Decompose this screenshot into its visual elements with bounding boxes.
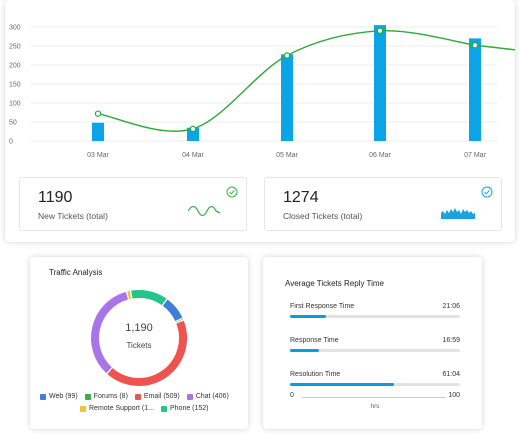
legend-item-remote-support[interactable]: Remote Support (1... [80, 405, 154, 412]
metric-fill [290, 315, 326, 318]
legend-item-email[interactable]: Email (509) [134, 393, 180, 400]
legend-swatch [40, 393, 46, 400]
ticket-trend-chart: 0 50 100 150 200 250 300 03 Mar 04 Mar 05 Mar 06 M… [9, 25, 515, 159]
y-tick-label: 300 [9, 25, 21, 32]
metric-label: Resolution Time [290, 371, 341, 378]
traffic-donut-chart [91, 290, 187, 386]
legend-label: Forums (8) [93, 393, 128, 400]
y-tick-label: 50 [9, 120, 17, 127]
check-circle-icon [481, 186, 493, 198]
donut-total-label: Tickets [126, 341, 152, 350]
legend-item-phone[interactable]: Phone (152) [160, 405, 209, 412]
donut-slice-web[interactable] [162, 299, 183, 322]
legend-label: Chat (406) [195, 393, 229, 400]
traffic-analysis-title: Traffic Analysis [49, 268, 103, 277]
scale-max: 100 [448, 392, 460, 399]
legend-item-chat[interactable]: Chat (406) [186, 393, 229, 400]
y-tick-label: 0 [9, 139, 13, 146]
donut-slice-phone[interactable] [131, 290, 167, 306]
trend-point[interactable] [189, 125, 197, 133]
legend-label: Web (99) [49, 393, 78, 400]
metric-value: 16:59 [442, 337, 460, 344]
scale-unit: hrs [370, 403, 380, 410]
legend-swatch [186, 393, 193, 400]
traffic-analysis-card: Traffic Analysis 1,190 Tickets Web (99) … [30, 257, 248, 429]
closed-tickets-sparkline [441, 208, 475, 219]
trend-point[interactable] [471, 42, 479, 49]
new-tickets-value: 1190 [38, 189, 73, 206]
legend-item-forums[interactable]: Forums (8) [84, 393, 128, 400]
metric-value: 21:06 [442, 303, 460, 310]
x-tick-label: 06 Mar [369, 152, 391, 159]
metric-value: 61:04 [442, 371, 460, 378]
metric-label: First Response Time [290, 303, 355, 310]
x-tick-label: 05 Mar [276, 152, 298, 159]
metric-fill [290, 383, 394, 386]
trend-point[interactable] [376, 27, 384, 34]
trend-point[interactable] [283, 52, 291, 59]
check-circle-icon [226, 186, 238, 198]
metric-track [290, 315, 460, 318]
y-tick-label: 150 [9, 82, 21, 89]
ticket-trend-card: 0 50 100 150 200 250 300 03 Mar 04 Mar 05 Mar 06 M… [5, 0, 515, 242]
reply-time-title: Average Tickets Reply Time [285, 279, 385, 288]
y-tick-label: 250 [9, 44, 21, 51]
metric-fill [290, 349, 319, 352]
new-tickets-kpi: 1190 New Tickets (total) [19, 177, 247, 231]
metric-label: Response Time [290, 337, 339, 344]
bar[interactable] [92, 122, 104, 141]
y-tick-label: 100 [9, 101, 21, 108]
bar[interactable] [187, 127, 199, 141]
legend-swatch [160, 405, 167, 412]
legend-label: Email (509) [143, 393, 180, 400]
scale-axis [302, 397, 446, 398]
closed-tickets-kpi: 1274 Closed Tickets (total) [264, 177, 502, 231]
legend-label: Remote Support (1... [89, 405, 154, 412]
new-tickets-sparkline [188, 205, 220, 217]
hours-scale: 0 100 [290, 392, 460, 404]
metric-track [290, 349, 460, 352]
closed-tickets-label: Closed Tickets (total) [283, 211, 363, 221]
bar[interactable] [374, 25, 386, 142]
donut-slice-chat[interactable] [91, 291, 129, 374]
closed-tickets-value: 1274 [283, 189, 319, 206]
metric-track [290, 383, 460, 386]
x-tick-label: 07 Mar [464, 152, 486, 159]
scale-min: 0 [290, 392, 294, 399]
x-tick-label: 04 Mar [182, 152, 204, 159]
donut-slice-email[interactable] [107, 320, 187, 386]
legend-swatch [80, 405, 86, 412]
trend-point[interactable] [94, 110, 102, 117]
y-tick-label: 200 [9, 63, 21, 70]
reply-time-card: Average Tickets Reply Time First Respons… [263, 257, 482, 429]
traffic-legend-row-2: Remote Support (1... Phone (152) [80, 405, 209, 412]
x-tick-label: 03 Mar [87, 152, 109, 159]
new-tickets-label: New Tickets (total) [38, 211, 108, 221]
donut-slice-remote-support[interactable] [127, 290, 132, 300]
donut-total: 1,190 [125, 322, 153, 334]
bar[interactable] [469, 38, 481, 141]
bar[interactable] [281, 54, 293, 141]
legend-label: Phone (152) [169, 405, 209, 412]
legend-item-web[interactable]: Web (99) [40, 393, 78, 400]
legend-swatch [134, 393, 141, 400]
legend-swatch [84, 393, 91, 400]
traffic-legend-row-1: Web (99) Forums (8) Email (509) Chat (40… [40, 393, 229, 400]
